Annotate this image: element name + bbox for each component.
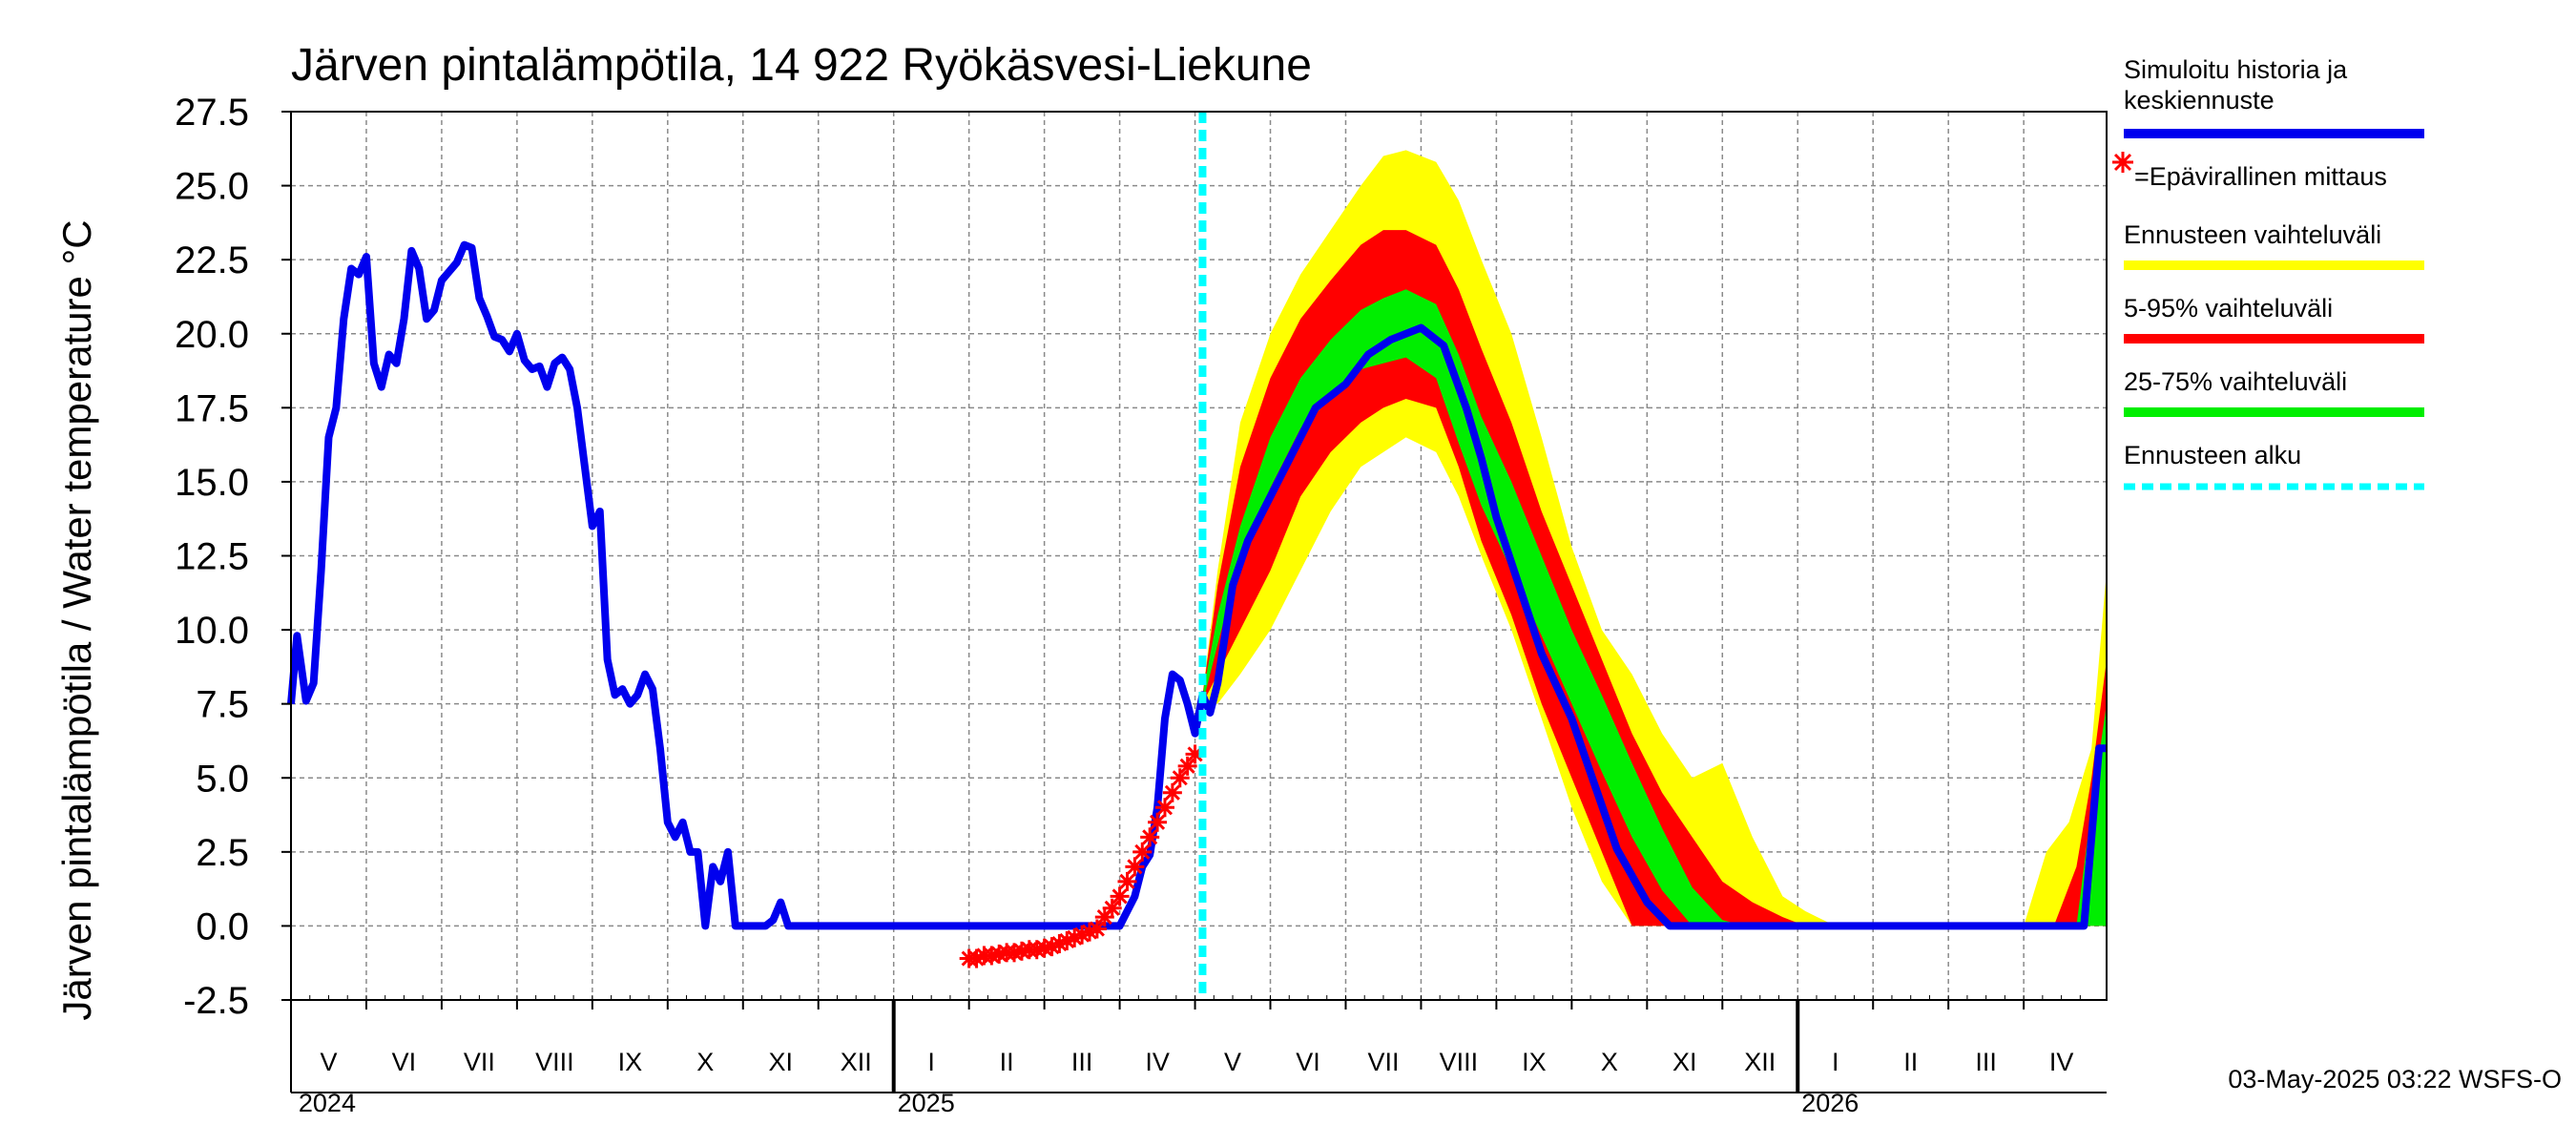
month-label: IX [618, 1048, 643, 1076]
legend-label: Simuloitu historia ja keskiennuste [2124, 55, 2348, 114]
month-label: XI [1672, 1048, 1697, 1076]
legend-label: Ennusteen alku [2124, 441, 2301, 469]
measurement-point [1125, 857, 1145, 877]
measurement-point [1148, 812, 1168, 832]
band-25-75-vaihteluv-li [1202, 289, 2107, 926]
legend-entry: Simuloitu historia ja keskiennuste [2124, 55, 2424, 138]
measurement-point [1132, 842, 1153, 862]
month-label: VII [1367, 1048, 1399, 1076]
month-label: I [927, 1048, 935, 1076]
series-line-mean [287, 240, 2107, 930]
legend: Simuloitu historia ja keskiennuste =Epävir… [2112, 55, 2424, 490]
y-tick-label: 0.0 [196, 906, 249, 947]
legend-entry: 5-95% vaihteluväli [2124, 294, 2424, 344]
legend-label: 25-75% vaihteluväli [2124, 367, 2347, 396]
series-lines [287, 240, 2107, 930]
y-tick-label: 7.5 [196, 684, 249, 726]
y-tick-label: 27.5 [175, 92, 249, 134]
measurement-point [1177, 756, 1197, 776]
y-tick-label: 25.0 [175, 166, 249, 208]
timestamp-footer: 03-May-2025 03:22 WSFS-O [2228, 1065, 2562, 1093]
month-label: IV [2049, 1048, 2074, 1076]
month-label: XII [841, 1048, 872, 1076]
month-label: IX [1522, 1048, 1547, 1076]
month-label: V [1224, 1048, 1241, 1076]
month-label: VI [392, 1048, 417, 1076]
month-label: I [1832, 1048, 1839, 1076]
year-label: 2026 [1801, 1089, 1859, 1117]
month-label: XII [1744, 1048, 1776, 1076]
month-label: II [1000, 1048, 1014, 1076]
forecast-bands [1202, 150, 2107, 926]
y-tick-label: 2.5 [196, 832, 249, 874]
measurement-point [1102, 898, 1122, 918]
y-tick-label: 15.0 [175, 462, 249, 504]
x-month-labels: V VI VII VIII IX X XI XII I II III IV V VI VII VIII IX X X… [299, 1048, 2073, 1117]
y-tick-label: 20.0 [175, 314, 249, 356]
legend-entry: Ennusteen vaihteluväli [2124, 220, 2424, 270]
month-label: VII [464, 1048, 495, 1076]
month-label: VIII [535, 1048, 574, 1076]
year-label: 2025 [898, 1089, 955, 1117]
y-tick-labels: -2.5 0.0 2.5 5.0 7.5 10.0 12.5 15.0 17.5 20.0 22.5… [175, 92, 249, 1022]
measurement-point [1140, 827, 1160, 847]
month-label: III [1071, 1048, 1093, 1076]
legend-label: =Epävirallinen mittaus [2134, 162, 2387, 191]
year-label: 2024 [299, 1089, 356, 1117]
measurement-point [1110, 886, 1130, 906]
month-label: VIII [1440, 1048, 1479, 1076]
month-label: XI [768, 1048, 793, 1076]
band-5-95-vaihteluv-li [1202, 230, 2107, 926]
month-label: VI [1296, 1048, 1320, 1076]
measurement-point [982, 946, 1002, 966]
measurement-point [1162, 782, 1182, 802]
measurement-marker-icon [2112, 152, 2133, 173]
month-label: IV [1145, 1048, 1170, 1076]
y-tick-label: -2.5 [183, 980, 249, 1022]
y-tick-label: 10.0 [175, 610, 249, 652]
month-label: X [1601, 1048, 1618, 1076]
plot-frame [281, 111, 2108, 1093]
y-tick-label: 22.5 [175, 239, 249, 281]
y-tick-label: 5.0 [196, 758, 249, 800]
measurement-point [1117, 871, 1137, 891]
legend-label: 5-95% vaihteluväli [2124, 294, 2333, 323]
month-label: III [1975, 1048, 1997, 1076]
measurement-point [1087, 919, 1107, 939]
legend-entry: 25-75% vaihteluväli [2124, 367, 2424, 417]
measurement-point [1170, 768, 1190, 788]
legend-entry: =Epävirallinen mittaus [2112, 152, 2387, 191]
month-label: II [1903, 1048, 1918, 1076]
legend-entry: Ennusteen alku [2124, 441, 2424, 490]
chart-title: Järven pintalämpötila, 14 922 Ryökäsvesi… [291, 40, 1312, 91]
y-tick-label: 12.5 [175, 536, 249, 578]
month-label: X [696, 1048, 714, 1076]
y-tick-label: 17.5 [175, 387, 249, 429]
measurement-point [1154, 798, 1174, 818]
month-label: V [320, 1048, 337, 1076]
y-axis-label: Järven pintalämpötila / Water temperatur… [54, 219, 99, 1020]
legend-label: Ennusteen vaihteluväli [2124, 220, 2381, 249]
